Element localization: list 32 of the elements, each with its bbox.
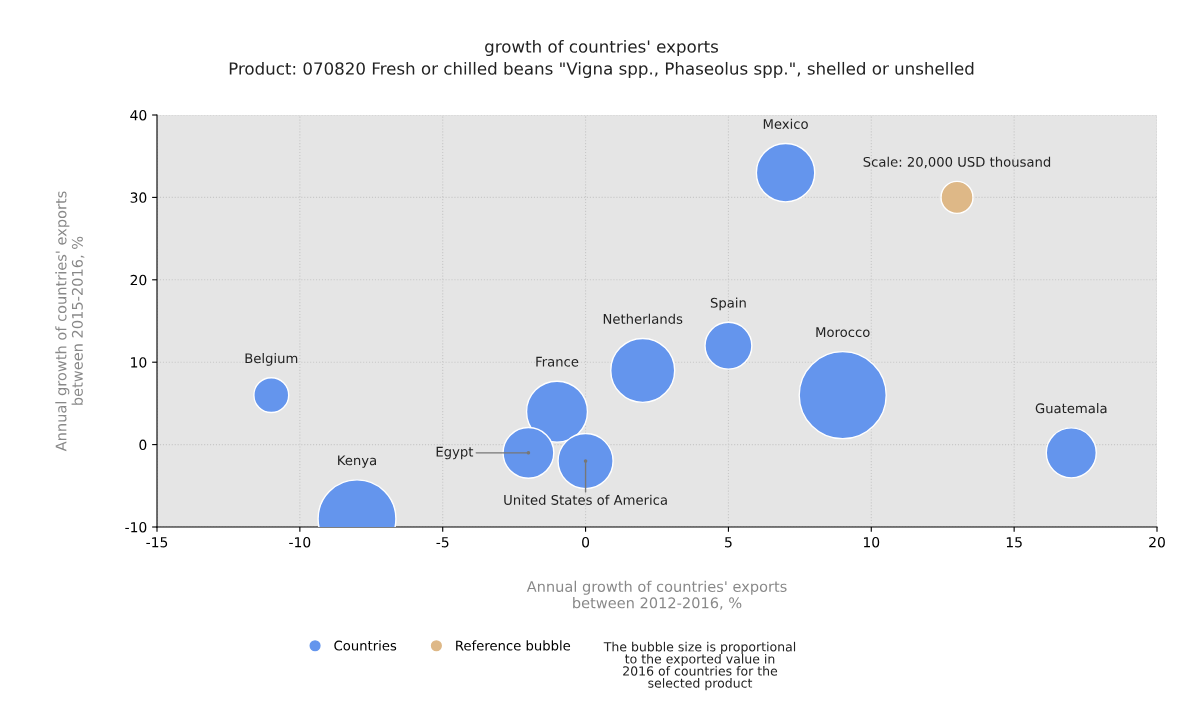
y-tick-label: 30 (130, 192, 147, 203)
text: The bubble size is proportional to the exported value in 2016 of countries for the selected product (603, 641, 796, 691)
annotation: Netherlands (603, 313, 683, 324)
annotation: United States of America (504, 494, 667, 505)
annotation: Guatemala (1035, 403, 1107, 414)
y-axis-title: Annual growth of countries' exports between 2015-2016, % (55, 191, 85, 452)
x-tick-label: 5 (725, 537, 732, 548)
x-tick-label: -5 (436, 537, 449, 548)
annotation: Mexico (763, 118, 808, 129)
annotation: Kenya (338, 455, 376, 468)
x-tick-label: 15 (1006, 537, 1022, 548)
legend-label: Reference bubble (456, 640, 571, 651)
x-axis-title: Annual growth of countries' exports between 2012-2016, % (526, 580, 787, 610)
y-tick-label: 40 (130, 109, 147, 121)
chart-title: growth of countries' exports (485, 39, 719, 57)
x-tick-label: -10 (289, 536, 311, 548)
x-tick-label: 0 (582, 536, 590, 548)
annotation: France (536, 356, 579, 367)
annotation: Belgium (245, 352, 298, 366)
annotation: Morocco (816, 327, 870, 338)
y-tick-label: 10 (131, 357, 147, 368)
x-tick-label: 20 (1149, 536, 1165, 548)
y-tick-label: 20 (130, 274, 147, 286)
annotation: Spain (710, 297, 746, 311)
chart-subtitle: Product: 070820 Fresh or chilled beans "Vigna spp., Phaseolus spp.", shelled or unshelled (229, 61, 974, 79)
x-tick-label: 10 (863, 536, 880, 548)
legend-label: Countries (334, 640, 397, 651)
y-tick-label: 0 (139, 439, 147, 451)
annotation: Egypt (436, 446, 474, 460)
x-tick-label: -15 (146, 537, 168, 548)
y-tick-label: -10 (125, 521, 147, 533)
annotation: Scale: 20,000 USD thousand (863, 156, 1051, 169)
